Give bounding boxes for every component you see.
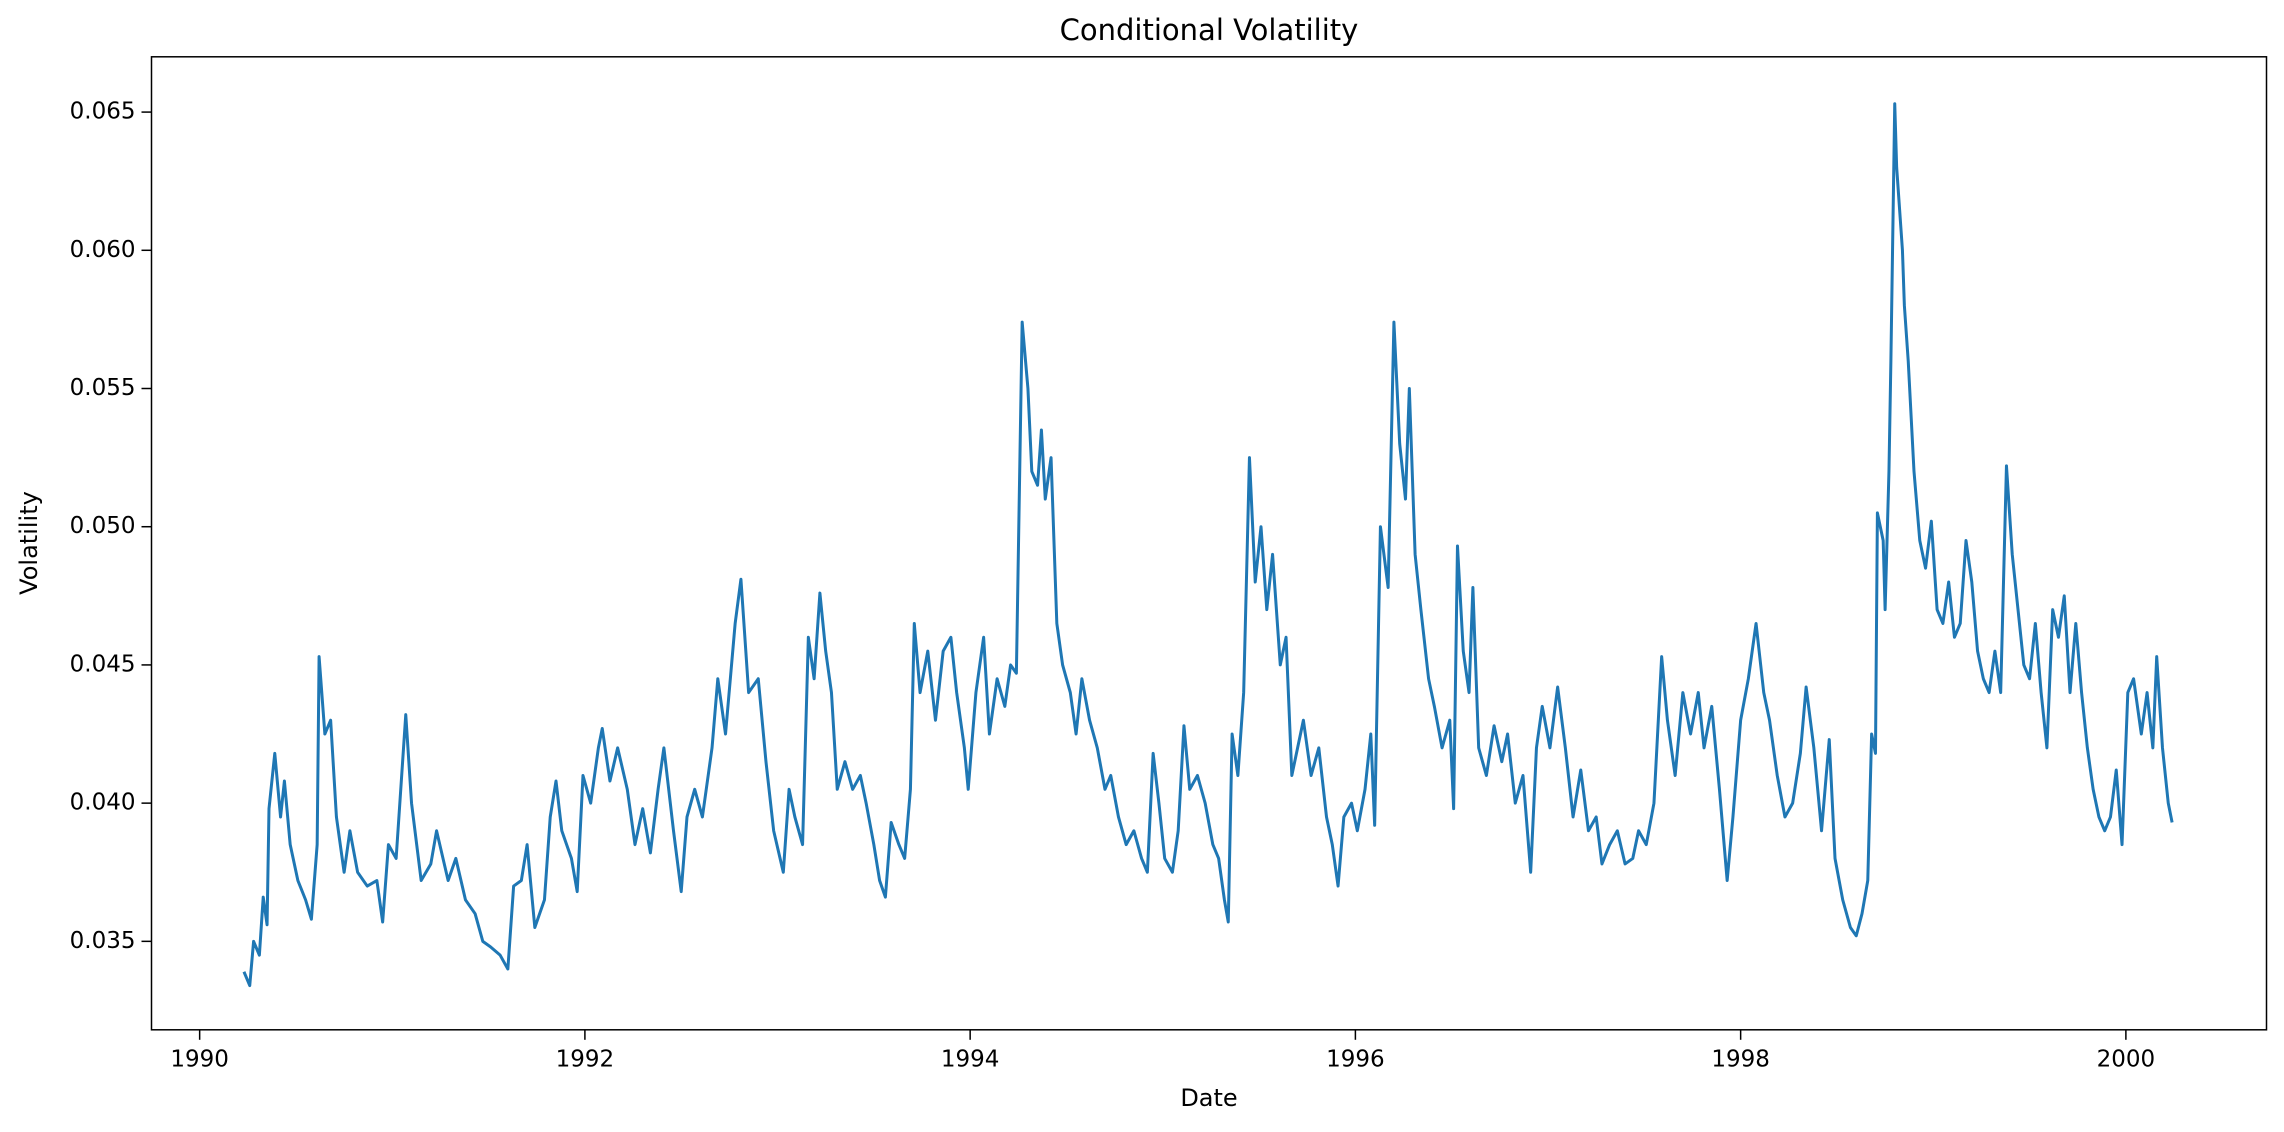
x-tick-label: 1998 (1711, 1046, 1770, 1072)
plot-frame (150, 56, 2268, 1031)
x-tick-label: 1990 (170, 1046, 229, 1072)
volatility-line (242, 102, 2174, 988)
y-tick-label: 0.065 (70, 99, 136, 125)
y-tick-label: 0.060 (70, 237, 136, 263)
y-tick-label: 0.035 (70, 928, 136, 954)
x-tick-label: 1994 (941, 1046, 1000, 1072)
y-tick-label: 0.045 (70, 651, 136, 677)
x-tick-label: 1992 (556, 1046, 615, 1072)
x-axis-label: Date (1180, 1084, 1237, 1112)
y-tick-label: 0.040 (70, 790, 136, 816)
x-tick-label: 2000 (2097, 1046, 2156, 1072)
y-axis-label: Volatility (15, 491, 43, 595)
x-tick-label: 1996 (1326, 1046, 1385, 1072)
y-tick-label: 0.050 (70, 513, 136, 539)
chart-title: Conditional Volatility (1060, 13, 1359, 47)
y-tick-label: 0.055 (70, 375, 136, 401)
